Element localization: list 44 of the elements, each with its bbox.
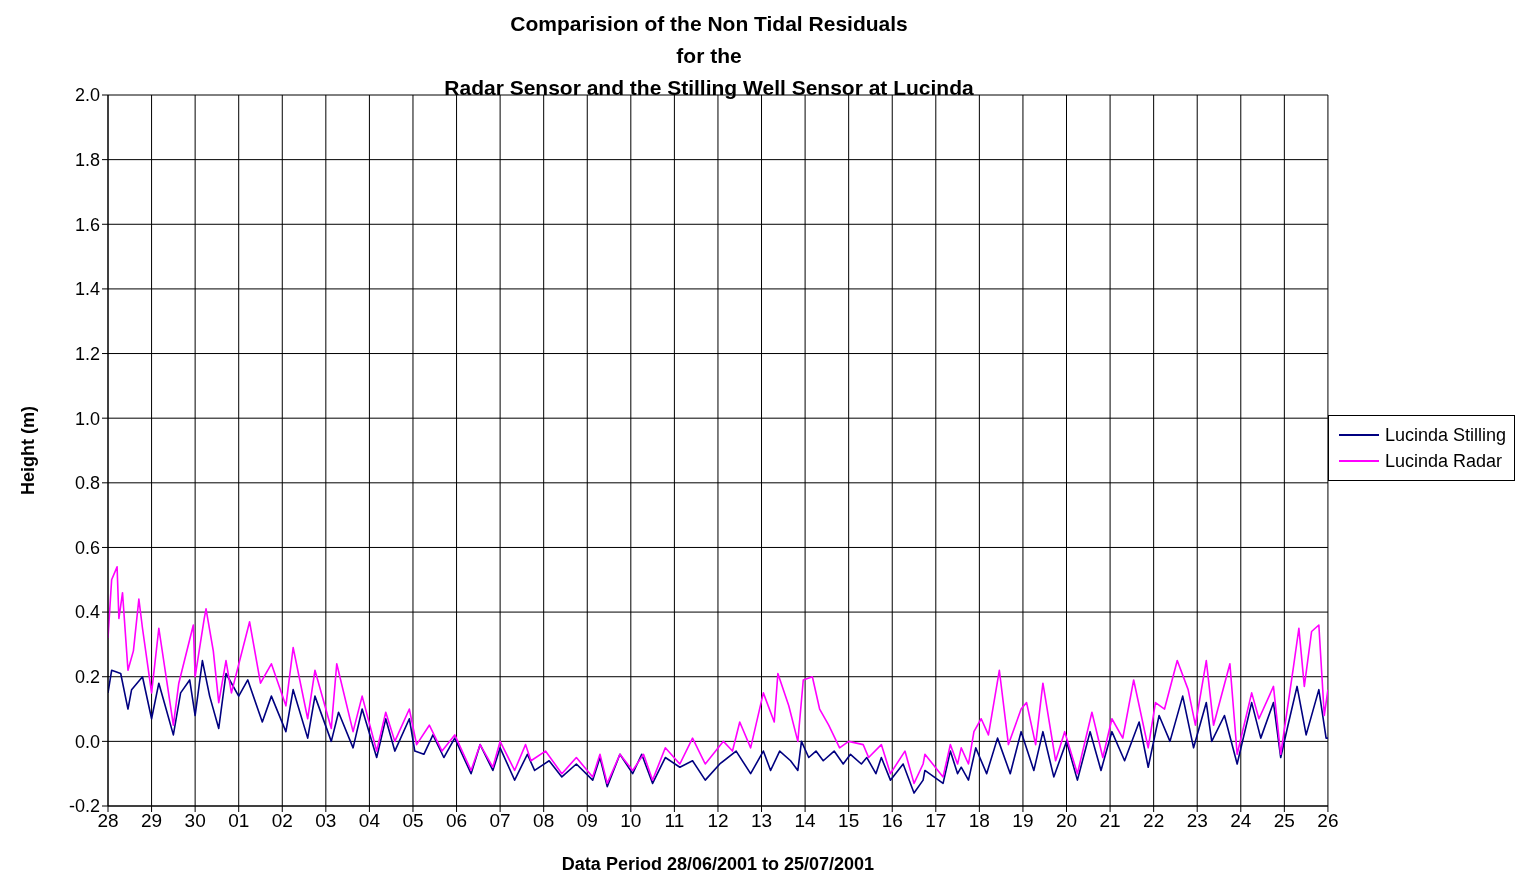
- x-tick-label: 15: [838, 810, 860, 832]
- y-tick-label: 0.2: [74, 667, 100, 688]
- x-tick-label: 30: [184, 810, 206, 832]
- x-tick-label: 14: [794, 810, 817, 832]
- y-tick-label: 0.4: [74, 602, 100, 623]
- x-tick-label: 26: [1317, 810, 1339, 832]
- x-tick-label: 06: [445, 810, 468, 832]
- x-tick-label: 03: [315, 810, 337, 832]
- x-axis-title: Data Period 28/06/2001 to 25/07/2001: [561, 854, 875, 874]
- chart-title: Comparision of the Non Tidal Residuals for the Radar Sensor and the Stilling Well Sensor at Lucinda: [443, 11, 975, 101]
- x-tick-label: 08: [533, 810, 555, 832]
- x-tick-label: 07: [489, 810, 511, 832]
- x-tick-label: 23: [1186, 810, 1208, 832]
- y-tick-label: 1.2: [74, 343, 100, 364]
- y-tick-label: 1.6: [74, 214, 100, 235]
- x-tick-label: 17: [925, 810, 947, 832]
- y-tick-label: 1.8: [74, 150, 100, 171]
- x-tick-label: 05: [402, 810, 424, 832]
- y-tick-label: 1.4: [74, 279, 100, 300]
- x-tick-label: 22: [1143, 810, 1165, 832]
- x-tick-label: 20: [1055, 810, 1078, 832]
- y-tick-label: 0.0: [74, 731, 100, 752]
- x-tick-label: 04: [358, 810, 381, 832]
- x-tick-label: 02: [271, 810, 293, 832]
- x-tick-label: 24: [1230, 810, 1252, 832]
- x-tick-label: 25: [1273, 810, 1295, 832]
- y-tick-label: 1.0: [74, 408, 100, 429]
- x-tick-label: 01: [228, 810, 250, 832]
- legend-label: Lucinda Stilling: [1384, 424, 1506, 447]
- x-tick-label: 19: [1012, 810, 1034, 832]
- x-tick-label: 21: [1099, 810, 1121, 832]
- x-tick-label: 29: [141, 810, 163, 832]
- y-axis-title: Height (m): [18, 406, 39, 495]
- y-tick-label: 0.6: [74, 537, 100, 558]
- y-tick-label: 2.0: [74, 85, 100, 106]
- x-tick-label: 10: [620, 810, 642, 832]
- x-tick-label: 11: [664, 810, 685, 832]
- legend-label: Lucinda Radar: [1384, 450, 1503, 473]
- y-tick-label: 0.8: [74, 473, 100, 494]
- x-tick-label: 12: [707, 810, 729, 832]
- x-tick-label: 16: [881, 810, 903, 832]
- x-tick-label: 18: [968, 810, 990, 832]
- x-tick-label: 09: [576, 810, 598, 832]
- x-tick-label: 13: [750, 810, 773, 832]
